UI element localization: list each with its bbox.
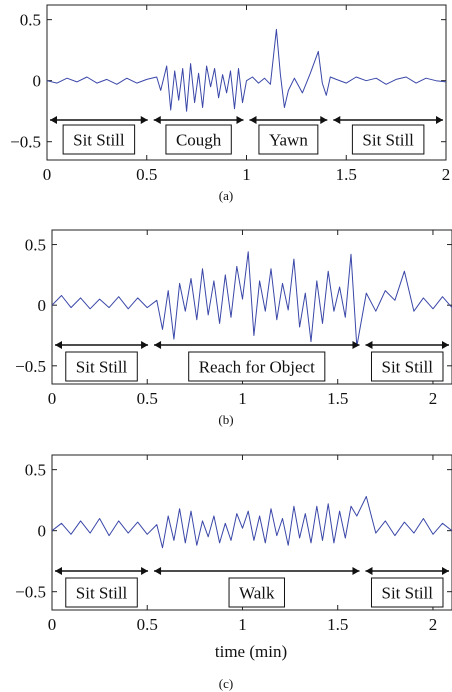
segment-label-box [370, 351, 444, 382]
arrow-head-right [140, 116, 148, 124]
y-tick-label: −0.5 [10, 133, 41, 152]
arrow-head-left [333, 116, 341, 124]
arrow-head-right [352, 567, 360, 575]
activity-segment: Walk [154, 567, 360, 608]
x-tick-label: 1 [238, 615, 247, 634]
panel-caption: (a) [219, 188, 233, 203]
segment-label-box [351, 124, 425, 155]
arrow-head-left [55, 341, 62, 349]
arrow-head-left [154, 341, 162, 349]
activity-segment: Sit Still [365, 567, 449, 608]
x-tick-label: 0 [48, 615, 57, 634]
x-tick-label: 0.5 [137, 615, 158, 634]
segment-label: Sit Still [381, 358, 433, 377]
segment-label-box [370, 577, 444, 608]
y-tick-label: 0 [38, 522, 47, 541]
arrow-head-right [442, 341, 449, 349]
activity-segment: Sit Still [50, 116, 148, 155]
x-tick-label: 0.5 [137, 389, 158, 408]
x-tick-label: 2 [442, 165, 451, 184]
y-tick-label: 0.5 [25, 461, 46, 480]
y-tick-label: 0 [38, 296, 47, 315]
segment-label-box [65, 351, 138, 382]
arrow-head-left [154, 567, 162, 575]
activity-segment: Sit Still [55, 567, 149, 608]
segment-label-box [165, 124, 232, 155]
y-tick-label: −0.5 [15, 583, 46, 602]
arrow-head-left [249, 116, 257, 124]
arrow-head-right [141, 567, 149, 575]
segment-label-box [228, 577, 285, 608]
series-line [46, 28, 447, 112]
x-tick-label: 2 [429, 389, 438, 408]
activity-segment: Sit Still [55, 341, 149, 382]
x-tick-label: 1.5 [327, 615, 348, 634]
y-tick-label: 0.5 [25, 236, 46, 255]
arrow-head-left [50, 116, 57, 124]
series-line [51, 496, 452, 549]
arrow-head-right [320, 116, 328, 124]
x-tick-label: 1.5 [336, 165, 357, 184]
y-tick-label: 0 [33, 72, 42, 91]
segment-label: Sit Still [76, 584, 128, 603]
y-tick-label: 0.5 [20, 11, 41, 30]
arrow-head-right [436, 116, 443, 124]
segment-label-box [62, 124, 136, 155]
x-tick-label: 0 [43, 165, 52, 184]
arrow-head-right [442, 567, 449, 575]
activity-segment: Yawn [249, 116, 328, 155]
segment-label: Sit Still [381, 584, 433, 603]
arrow-head-left [365, 567, 373, 575]
arrow-head-left [365, 341, 373, 349]
arrow-head-left [55, 567, 62, 575]
x-axis-label: time (min) [215, 642, 287, 661]
series-line [51, 251, 452, 347]
plot-frame [51, 229, 452, 385]
segment-label: Cough [176, 131, 222, 150]
x-tick-label: 0.5 [136, 165, 157, 184]
activity-segment: Sit Still [333, 116, 443, 155]
x-tick-label: 1.5 [327, 389, 348, 408]
activity-segment: Sit Still [365, 341, 449, 382]
activity-segment: Cough [153, 116, 244, 155]
segment-label: Sit Still [76, 358, 128, 377]
segment-label-box [188, 351, 326, 382]
y-tick-label: −0.5 [15, 357, 46, 376]
segment-label: Sit Still [73, 131, 125, 150]
activity-segment: Reach for Object [154, 341, 360, 382]
x-tick-label: 0 [48, 389, 57, 408]
x-tick-label: 1 [242, 165, 251, 184]
segment-label: Walk [239, 584, 275, 603]
arrow-head-right [352, 341, 360, 349]
x-tick-label: 2 [429, 615, 438, 634]
panel-caption: (b) [218, 412, 233, 427]
segment-label-box [258, 124, 319, 155]
segment-label: Yawn [269, 131, 308, 150]
segment-label-box [65, 577, 138, 608]
plot-frame [51, 454, 452, 611]
segment-label: Sit Still [362, 131, 414, 150]
x-tick-label: 1 [238, 389, 247, 408]
arrow-head-right [236, 116, 244, 124]
panel-caption: (c) [219, 676, 233, 691]
arrow-head-left [153, 116, 161, 124]
segment-label: Reach for Object [199, 358, 315, 377]
arrow-head-right [141, 341, 149, 349]
